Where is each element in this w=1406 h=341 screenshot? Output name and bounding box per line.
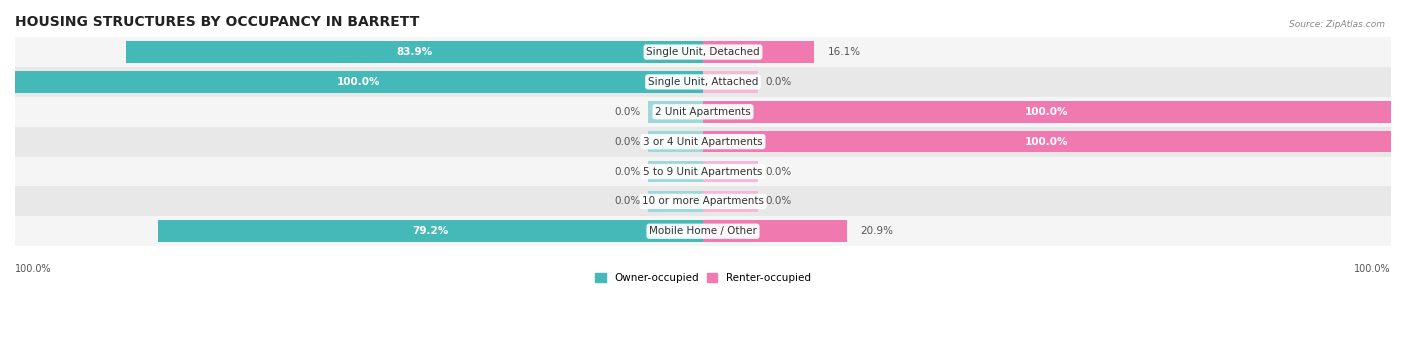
Text: 2 Unit Apartments: 2 Unit Apartments (655, 107, 751, 117)
Text: HOUSING STRUCTURES BY OCCUPANCY IN BARRETT: HOUSING STRUCTURES BY OCCUPANCY IN BARRE… (15, 15, 419, 29)
Legend: Owner-occupied, Renter-occupied: Owner-occupied, Renter-occupied (591, 269, 815, 287)
Text: 0.0%: 0.0% (765, 77, 792, 87)
Bar (648, 71, 703, 93)
Bar (648, 131, 703, 152)
Bar (15, 71, 703, 93)
Bar (125, 41, 703, 63)
Bar (15, 157, 1391, 187)
Bar (648, 221, 703, 242)
Bar (648, 101, 703, 122)
Text: 100.0%: 100.0% (15, 264, 52, 274)
Text: 0.0%: 0.0% (614, 166, 641, 177)
Bar (703, 191, 758, 212)
Bar (648, 41, 703, 63)
Text: 100.0%: 100.0% (1025, 137, 1069, 147)
Bar (703, 101, 1391, 122)
Bar (648, 161, 703, 182)
Text: 5 to 9 Unit Apartments: 5 to 9 Unit Apartments (644, 166, 762, 177)
Text: 100.0%: 100.0% (337, 77, 381, 87)
Bar (15, 187, 1391, 216)
Bar (703, 221, 758, 242)
Text: 83.9%: 83.9% (396, 47, 433, 57)
Bar (703, 131, 1391, 152)
Bar (703, 41, 814, 63)
Text: Single Unit, Detached: Single Unit, Detached (647, 47, 759, 57)
Text: 100.0%: 100.0% (1025, 107, 1069, 117)
Text: 20.9%: 20.9% (860, 226, 894, 236)
Text: 3 or 4 Unit Apartments: 3 or 4 Unit Apartments (643, 137, 763, 147)
Bar (703, 41, 758, 63)
Text: 0.0%: 0.0% (765, 196, 792, 206)
Text: 16.1%: 16.1% (828, 47, 860, 57)
Bar (15, 216, 1391, 246)
Text: Mobile Home / Other: Mobile Home / Other (650, 226, 756, 236)
Bar (15, 37, 1391, 67)
Bar (648, 191, 703, 212)
Bar (703, 71, 758, 93)
Bar (15, 97, 1391, 127)
Bar (703, 221, 846, 242)
Bar (703, 131, 758, 152)
Bar (157, 221, 703, 242)
Bar (15, 67, 1391, 97)
Text: 0.0%: 0.0% (765, 166, 792, 177)
Bar (703, 161, 758, 182)
Bar (703, 101, 758, 122)
Text: 79.2%: 79.2% (412, 226, 449, 236)
Text: Source: ZipAtlas.com: Source: ZipAtlas.com (1289, 20, 1385, 29)
Text: Single Unit, Attached: Single Unit, Attached (648, 77, 758, 87)
Text: 10 or more Apartments: 10 or more Apartments (643, 196, 763, 206)
Text: 0.0%: 0.0% (614, 137, 641, 147)
Text: 100.0%: 100.0% (1354, 264, 1391, 274)
Text: 0.0%: 0.0% (614, 107, 641, 117)
Bar (15, 127, 1391, 157)
Text: 0.0%: 0.0% (614, 196, 641, 206)
